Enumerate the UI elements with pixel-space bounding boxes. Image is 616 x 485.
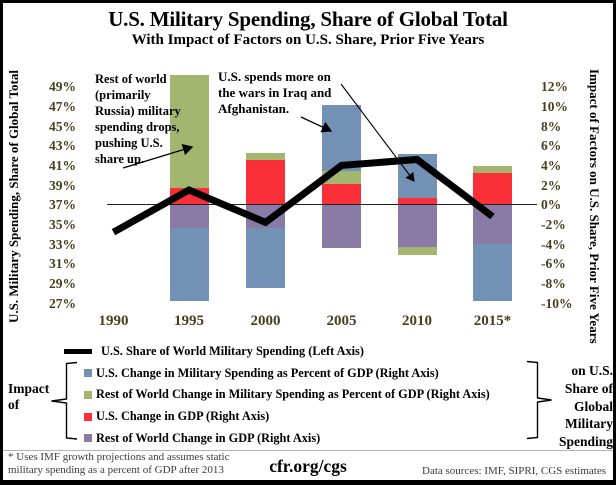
legend-item-purple: Rest of World Change in GDP (Right Axis) <box>84 431 320 445</box>
legend-item-green: Rest of World Change in Military Spendin… <box>84 387 490 402</box>
left-tick-47%: 47% <box>49 98 76 114</box>
red-swatch <box>84 412 92 421</box>
right-axis-title: Impact of Factors on U.S. Share, Prior F… <box>587 68 602 344</box>
annotation-rest-of-world: Rest of world (primarily Russia) militar… <box>95 72 181 166</box>
legend-item-line: U.S. Share of World Military Spending (L… <box>64 344 364 358</box>
bar-segment-red-2015* <box>473 173 512 205</box>
footnote: * Uses IMF growth projections and assume… <box>8 451 230 476</box>
right-tick--2%: -2% <box>541 216 566 232</box>
legend-item-label: Rest of World Change in GDP (Right Axis) <box>96 430 321 445</box>
right-tick-4%: 4% <box>541 157 562 173</box>
right-tick--6%: -6% <box>541 256 566 272</box>
left-tick-49%: 49% <box>49 79 76 95</box>
bar-segment-red-1995 <box>169 187 209 205</box>
bar-segment-red-2005 <box>322 184 361 205</box>
right-tick-8%: 8% <box>541 118 562 134</box>
bar-segment-green-2005 <box>322 171 361 185</box>
blue-swatch <box>84 369 92 377</box>
left-tick-45%: 45% <box>49 118 76 134</box>
x-label-1995: 1995 <box>174 313 204 329</box>
legend-left-brace <box>51 361 78 440</box>
left-tick-39%: 39% <box>49 177 76 193</box>
legend-on-us-share-label: on U.S. Share of Global Military Spendin… <box>558 363 613 450</box>
cfr-site-label: cfr.org/cgs <box>269 456 347 476</box>
bar-segment-purple-2005 <box>322 204 361 248</box>
legend-line-label: U.S. Share of World Military Spending (L… <box>101 343 364 358</box>
x-label-1990: 1990 <box>98 313 129 329</box>
zero-baseline <box>107 204 537 205</box>
right-tick--8%: -8% <box>541 275 566 291</box>
purple-swatch <box>84 434 92 443</box>
left-axis-title: U.S. Military Spending, Share of Global … <box>6 70 21 324</box>
chart-title: U.S. Military Spending, Share of Global … <box>108 7 508 31</box>
right-tick--4%: -4% <box>541 236 566 252</box>
bar-segment-purple-2010 <box>397 204 437 247</box>
bar-segment-purple-1995 <box>169 204 209 229</box>
x-label-2015*: 2015* <box>473 313 512 329</box>
legend-item-label: U.S. Change in GDP (Right Axis) <box>96 409 270 424</box>
annotation-iraq-afghanistan: U.S. spends more on the wars in Iraq and… <box>218 69 332 116</box>
bar-segment-purple-2015* <box>473 204 512 244</box>
bar-segment-green-2000 <box>246 152 285 161</box>
left-tick-27%: 27% <box>49 295 76 311</box>
legend-item-red: U.S. Change in GDP (Right Axis) <box>84 409 270 424</box>
chart-subtitle: With Impact of Factors on U.S. Share, Pr… <box>131 32 485 48</box>
left-tick-31%: 31% <box>49 256 76 272</box>
left-tick-43%: 43% <box>49 138 76 154</box>
left-tick-41%: 41% <box>49 157 76 173</box>
right-tick-12%: 12% <box>541 79 568 95</box>
right-tick-10%: 10% <box>541 98 568 114</box>
left-tick-35%: 35% <box>49 216 76 232</box>
line-swatch <box>64 348 92 354</box>
right-tick-2%: 2% <box>541 177 562 193</box>
bar-segment-blue-2000 <box>246 228 285 289</box>
left-tick-29%: 29% <box>49 275 76 291</box>
left-tick-33%: 33% <box>49 236 76 252</box>
bar-segment-blue-2010 <box>397 153 437 198</box>
footer-separator <box>3 450 613 451</box>
bar-segment-blue-1995 <box>169 228 209 302</box>
right-tick-0%: 0% <box>541 197 562 213</box>
legend-item-label: U.S. Change in Military Spending as Perc… <box>96 365 439 380</box>
legend-impact-of-label: Impact of <box>8 381 50 412</box>
x-label-2000: 2000 <box>250 313 281 329</box>
x-label-2010: 2010 <box>402 313 432 329</box>
data-sources-label: Data sources: IMF, SIPRI, CGS estimates <box>422 465 606 477</box>
bar-segment-blue-2015* <box>473 244 512 302</box>
legend-item-label: Rest of World Change in Military Spendin… <box>96 387 490 402</box>
left-tick-37%: 37% <box>49 197 76 213</box>
legend-item-blue: U.S. Change in Military Spending as Perc… <box>84 366 439 380</box>
right-tick-6%: 6% <box>541 138 562 154</box>
bar-segment-green-2010 <box>397 246 437 255</box>
green-swatch <box>84 390 92 399</box>
right-tick--10%: -10% <box>541 295 573 311</box>
bar-segment-green-2015* <box>473 166 512 174</box>
bar-segment-red-2000 <box>246 160 285 205</box>
bar-segment-purple-2000 <box>246 204 285 229</box>
x-label-2005: 2005 <box>326 313 357 329</box>
